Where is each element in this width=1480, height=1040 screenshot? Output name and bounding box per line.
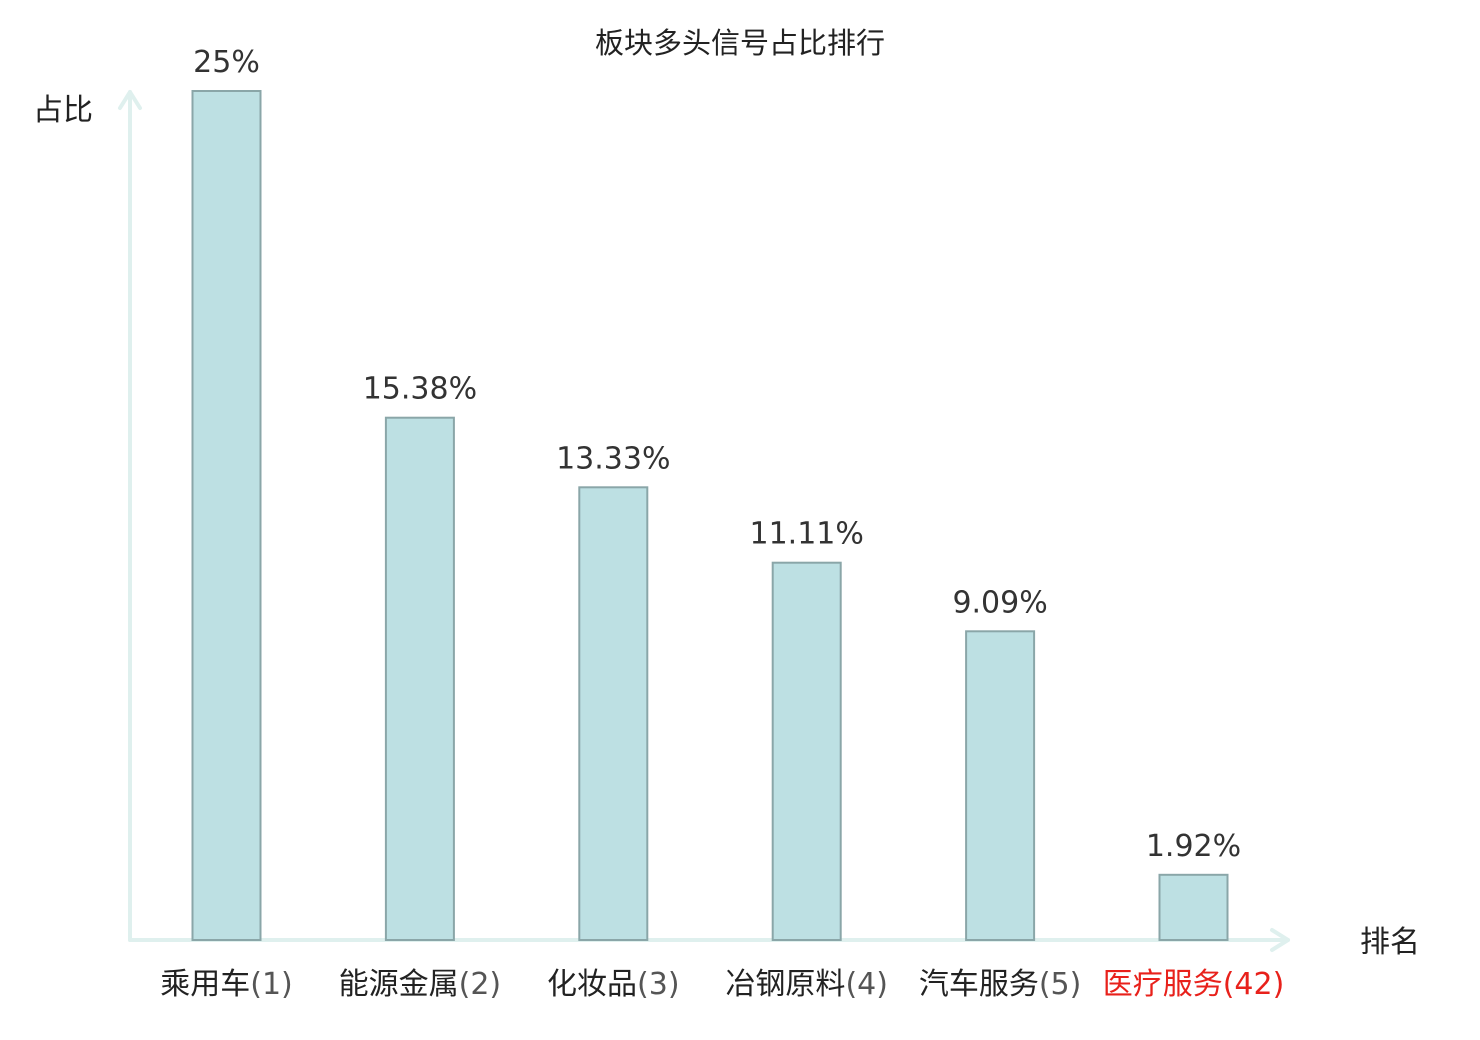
- value-labels-group: 25% 15.38% 13.33% 11.11% 9.09% 1.92%: [193, 45, 1241, 864]
- category-label-6: 医疗服务(42): [1103, 967, 1285, 1002]
- x-axis-title: 排名: [1360, 925, 1420, 960]
- chart-title: 板块多头信号占比排行: [595, 26, 885, 60]
- y-axis-title: 占比: [33, 93, 93, 128]
- y-axis-arrow: [118, 90, 142, 110]
- category-name: 化妆品: [547, 967, 637, 1002]
- category-label-4: 冶钢原料(4): [725, 967, 888, 1002]
- category-rank: (42): [1223, 967, 1285, 1002]
- value-label-1: 25%: [193, 45, 260, 80]
- category-rank: (2): [459, 967, 502, 1002]
- category-rank: (1): [250, 967, 293, 1002]
- category-name: 汽车服务: [919, 967, 1039, 1002]
- category-name: 医疗服务: [1103, 967, 1223, 1002]
- x-axis-arrow: [1270, 928, 1290, 952]
- bar-4: [771, 561, 842, 941]
- category-name: 乘用车: [160, 967, 250, 1002]
- category-label-5: 汽车服务(5): [919, 967, 1082, 1002]
- category-name: 冶钢原料: [725, 967, 845, 1002]
- bar-3: [578, 486, 649, 941]
- value-label-2: 15.38%: [363, 372, 477, 407]
- bars-group: [191, 90, 1229, 941]
- category-label-2: 能源金属(2): [339, 967, 502, 1002]
- category-rank: (4): [845, 967, 888, 1002]
- category-name: 能源金属: [339, 967, 459, 1002]
- bar-2: [384, 416, 455, 941]
- category-label-3: 化妆品(3): [547, 967, 680, 1002]
- category-label-1: 乘用车(1): [160, 967, 293, 1002]
- category-labels-group: 乘用车(1) 能源金属(2) 化妆品(3) 冶钢原料(4) 汽车服务(5) 医疗服务(42…: [160, 967, 1284, 1002]
- value-label-3: 13.33%: [556, 441, 670, 476]
- bar-5: [965, 630, 1036, 941]
- value-label-6: 1.92%: [1146, 829, 1241, 864]
- category-rank: (5): [1039, 967, 1082, 1002]
- category-rank: (3): [637, 967, 680, 1002]
- value-label-4: 11.11%: [750, 517, 864, 552]
- bar-6: [1158, 873, 1229, 941]
- value-label-5: 9.09%: [952, 585, 1047, 620]
- bar-1: [191, 90, 262, 941]
